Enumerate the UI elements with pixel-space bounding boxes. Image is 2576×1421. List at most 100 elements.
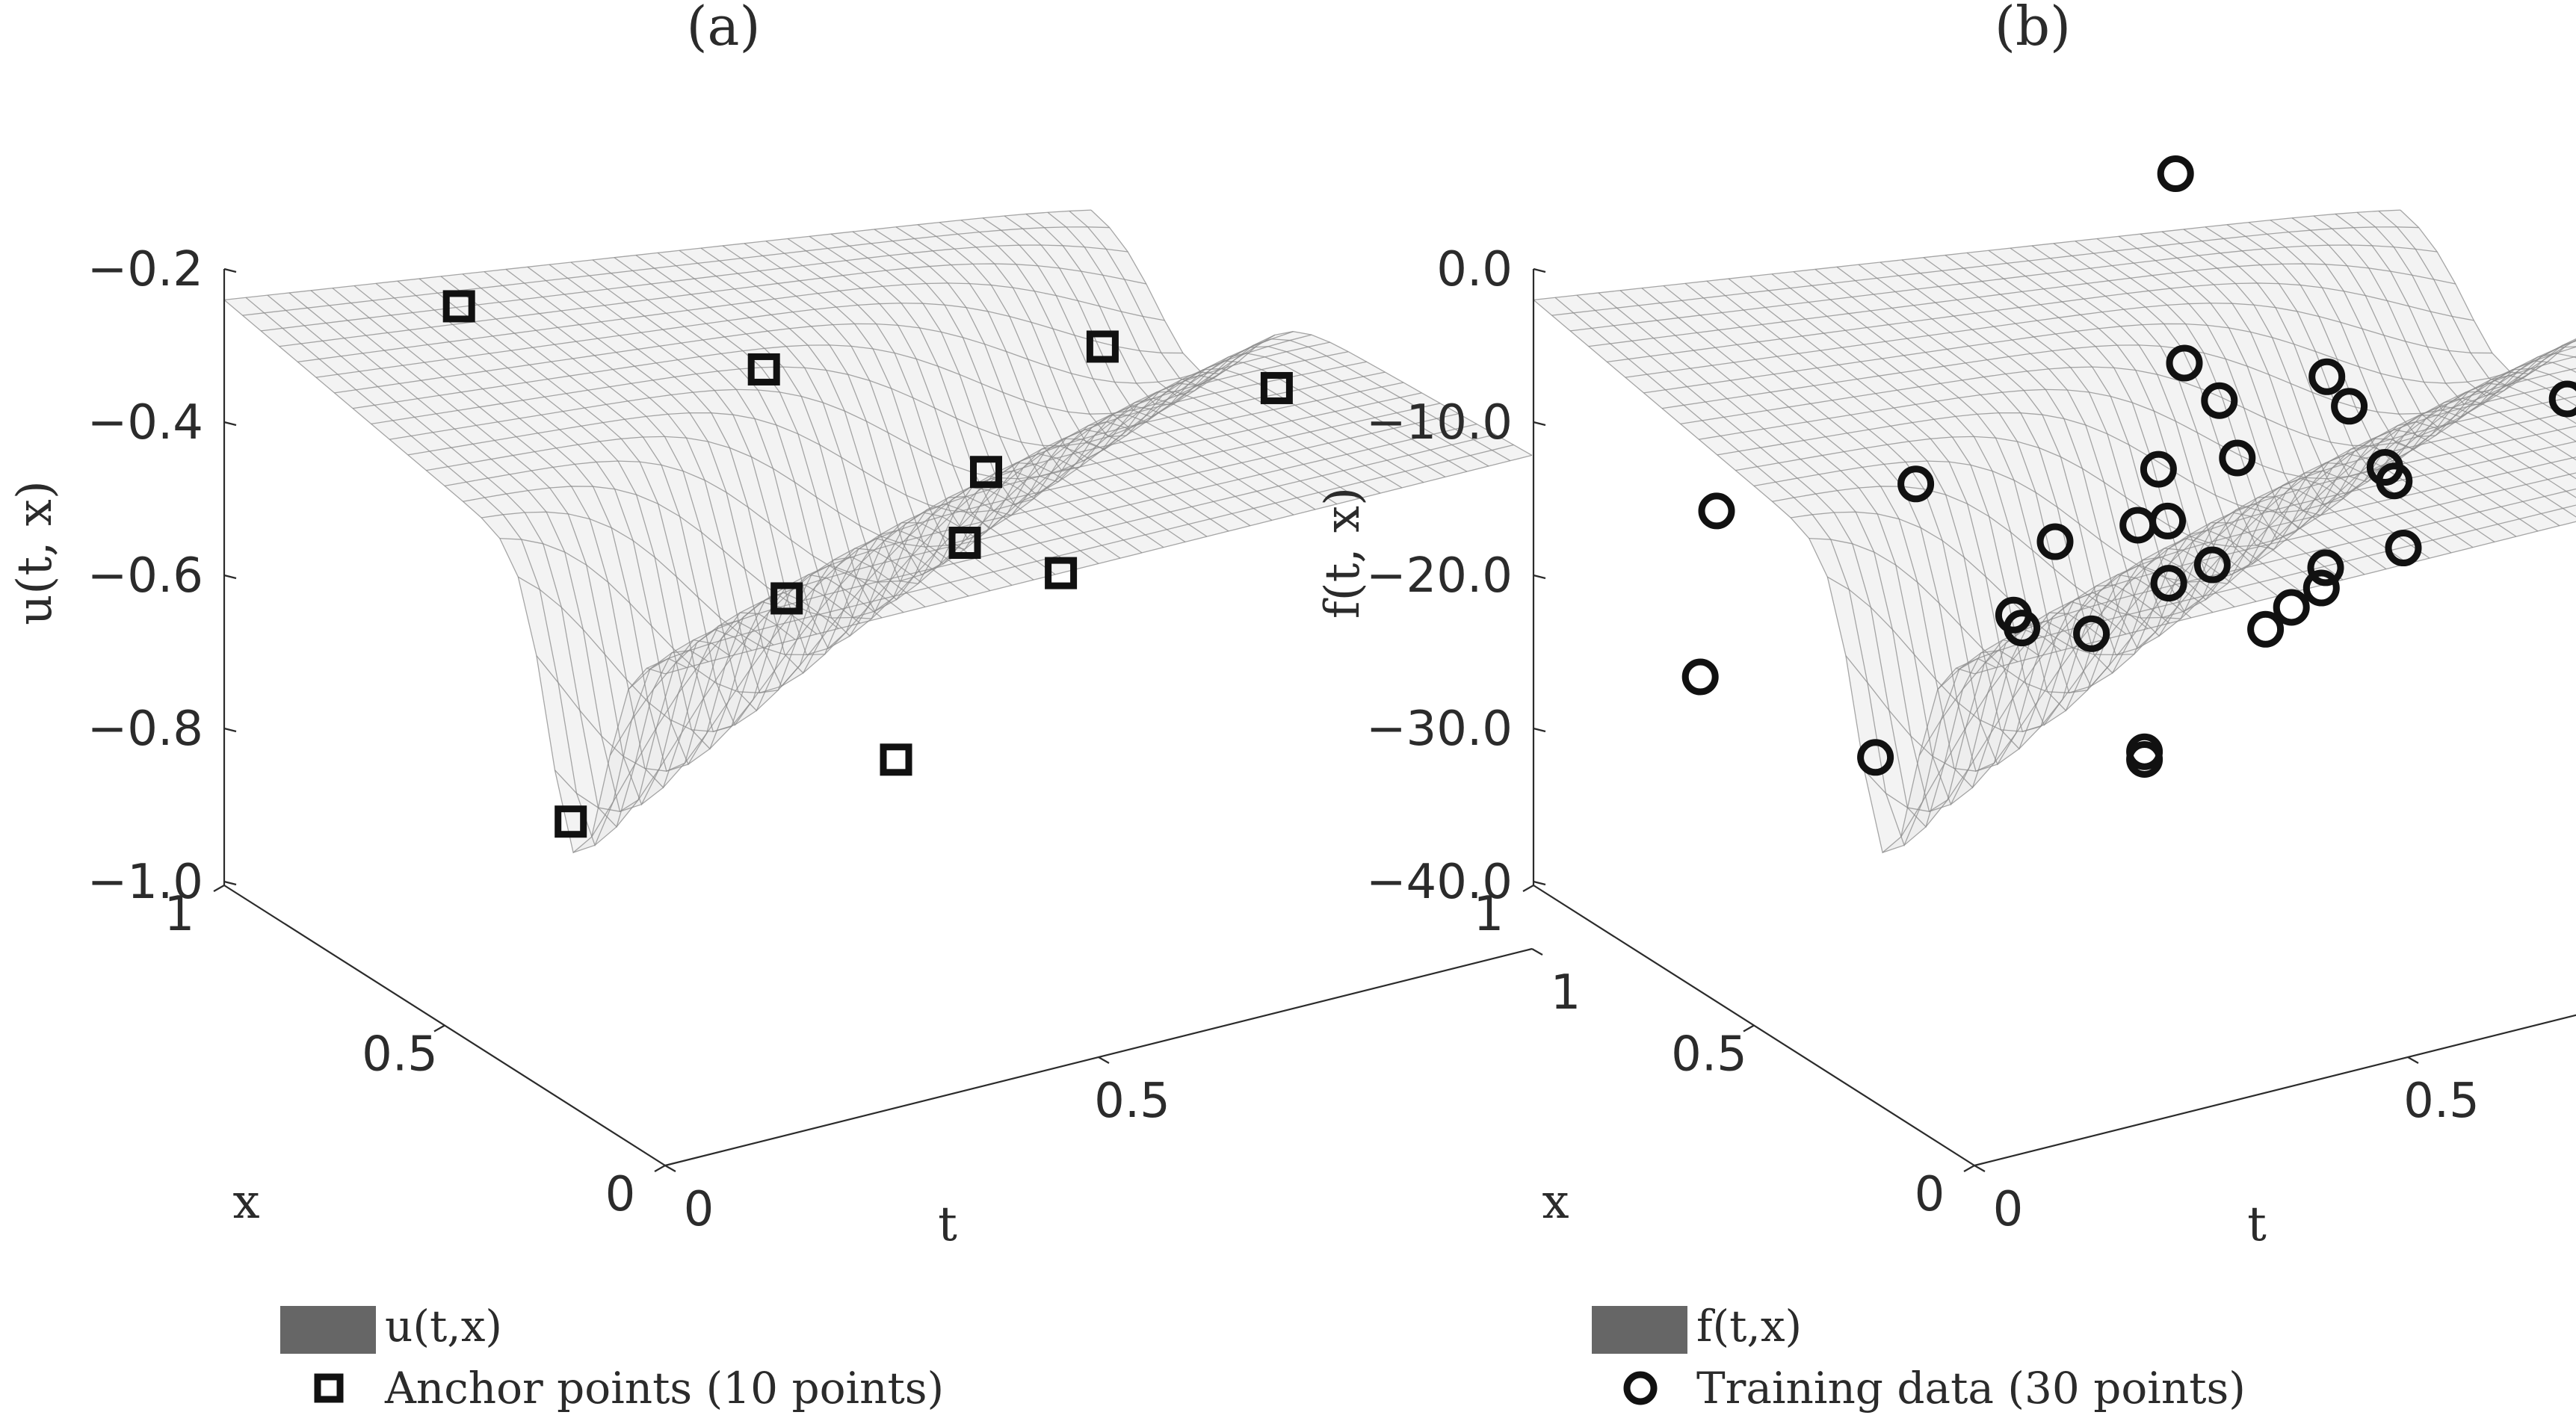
surface-face [2526, 479, 2566, 497]
surface-face [2052, 348, 2092, 368]
surface-face [1776, 478, 1816, 498]
surface-line-x [518, 371, 1386, 732]
surface-face [1967, 250, 2007, 266]
surface-face [1365, 460, 1406, 477]
surface-face [640, 329, 682, 347]
surface-face [2087, 280, 2128, 297]
surface-face [454, 425, 495, 445]
surface-face [2095, 345, 2136, 371]
z-tick [1533, 880, 1546, 886]
surface-face [919, 327, 960, 375]
surface-face [1722, 309, 1762, 328]
surface-face [1099, 306, 1140, 351]
surface-face [1740, 324, 1781, 342]
surface-face [2372, 245, 2412, 276]
surface-face [719, 258, 760, 274]
surface-face [1810, 400, 1851, 419]
surface-face [2359, 366, 2400, 415]
surface-face [1040, 537, 1081, 557]
markers [442, 290, 1293, 838]
surface-face [1773, 371, 1814, 389]
surface-face [2060, 456, 2101, 541]
surface-face [1245, 441, 1285, 458]
surface-face [2480, 397, 2521, 413]
surface-line-x [499, 361, 1367, 693]
surface-face [759, 268, 800, 284]
surface-face [1433, 429, 1474, 445]
surface-face [1862, 464, 1903, 487]
surface-face [394, 295, 435, 313]
surface-face [1321, 470, 1362, 488]
surface-face [1090, 413, 1130, 437]
t-axis-label: t [938, 1197, 957, 1252]
surface-face [624, 416, 665, 437]
surface-face [540, 589, 580, 710]
surface-face [1620, 288, 1661, 306]
surface-face [472, 440, 513, 459]
surface-face [1087, 226, 1128, 253]
surface-face [1899, 518, 1939, 604]
surface-face [1657, 318, 1697, 335]
surface-face [2094, 654, 2134, 673]
surface-face [608, 582, 649, 702]
surface-face [831, 617, 872, 637]
z-tick [1533, 421, 1546, 427]
surface-face [1794, 494, 1835, 515]
surface-face [1742, 429, 1782, 448]
surface-face [2349, 537, 2390, 557]
training-data-marker [2307, 549, 2344, 586]
surface-face [492, 333, 533, 351]
surface-face [1826, 313, 1868, 331]
surface-face [766, 238, 806, 254]
surface-face [977, 427, 1019, 479]
surface-face [788, 236, 828, 251]
surface-face [1879, 372, 1919, 391]
surface-face [359, 368, 400, 387]
surface-face [732, 415, 773, 469]
surface-face [1025, 507, 1066, 525]
panel-b: (b)00.5100.51−40.0−30.0−20.0−10.00.0txf(… [1315, 0, 2576, 1414]
surface-face [2217, 266, 2258, 284]
panel-label: (b) [1995, 0, 2071, 58]
surface-face [1616, 305, 1658, 323]
surface-face [1066, 226, 1107, 250]
surface-face [439, 391, 480, 411]
surface-face [723, 550, 764, 648]
surface-face [356, 386, 397, 406]
surface-face [2468, 460, 2508, 478]
surface-face [2025, 683, 2066, 725]
surface-face [1957, 702, 1998, 772]
surface-face [311, 288, 351, 306]
surface-face [2157, 374, 2198, 433]
surface-face [708, 441, 748, 507]
surface-face [1081, 271, 1122, 312]
surface-face [2048, 367, 2089, 392]
surface-face [407, 451, 448, 471]
surface-face [1687, 383, 1728, 402]
surface-face [2047, 270, 2087, 287]
surface-face [2184, 226, 2224, 241]
surface-face [1271, 331, 1312, 341]
surface-face [847, 374, 889, 433]
x-tick [1743, 1024, 1755, 1033]
surface-face [471, 335, 511, 354]
surface-face [541, 411, 581, 430]
surface-face [2069, 268, 2109, 284]
surface-face [651, 625, 692, 730]
surface-face [528, 264, 568, 281]
surface-face [2090, 265, 2131, 281]
x-axis-label: x [232, 1174, 259, 1230]
surface-face [759, 665, 800, 693]
surface-face [285, 308, 327, 326]
surface-face [2297, 311, 2338, 359]
surface-face [1852, 294, 1892, 312]
surface-face [561, 607, 602, 737]
surface-face [1718, 327, 1759, 345]
surface-face [1891, 305, 1933, 322]
surface-face [998, 245, 1038, 266]
surface-face [2502, 393, 2543, 408]
surface-face [326, 320, 366, 338]
surface-face [1693, 347, 1734, 366]
surface-face [569, 372, 610, 391]
surface-face [1198, 467, 1239, 485]
